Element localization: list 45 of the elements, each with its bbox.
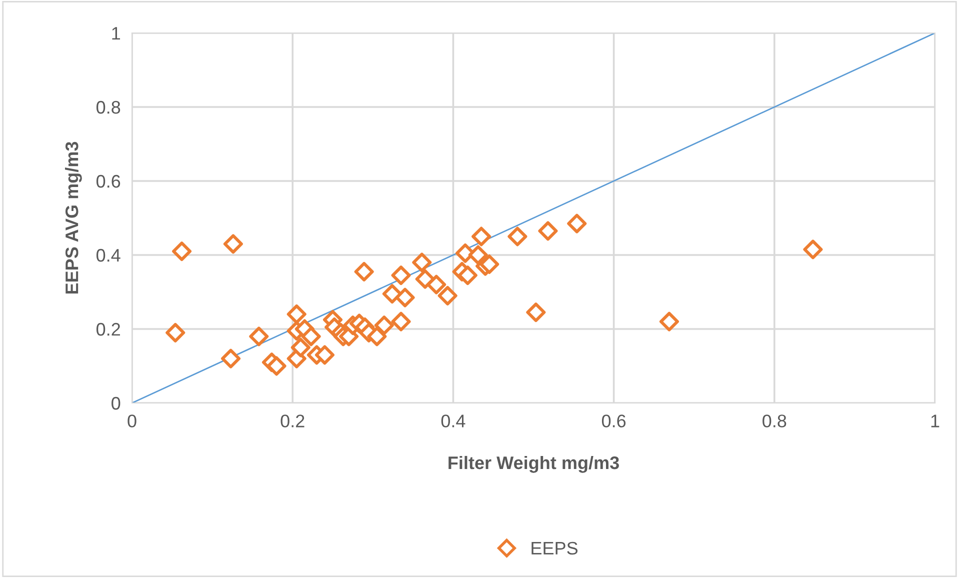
point [286, 304, 306, 324]
point [480, 254, 500, 274]
point [391, 312, 411, 332]
x-tick-label: 0.6 [602, 414, 626, 428]
y-tick-label: 1 [112, 27, 120, 40]
point [803, 240, 823, 260]
point [438, 286, 458, 306]
point [172, 242, 192, 262]
point [567, 214, 587, 234]
point [223, 234, 243, 254]
point [367, 326, 387, 346]
point [468, 245, 488, 265]
point [249, 326, 269, 346]
y-tick-label: 0 [112, 396, 120, 410]
point [301, 326, 321, 346]
y-tick-label: 0.6 [96, 174, 120, 188]
legend-label: EEPS [532, 542, 578, 555]
point [508, 226, 528, 246]
point [354, 262, 374, 282]
point [374, 316, 394, 336]
point [458, 266, 478, 286]
point [382, 284, 402, 304]
point [472, 226, 492, 246]
point [266, 356, 286, 376]
point [221, 348, 241, 368]
y-tick-label: 0.4 [96, 248, 120, 262]
y-axis-title: EEPS AVG mg/m3 [64, 142, 82, 294]
x-tick-label: 0 [128, 414, 136, 428]
x-tick-label: 0.8 [762, 414, 786, 428]
y-tick-label: 0.2 [96, 322, 120, 336]
x-tick-label: 0.2 [280, 414, 304, 428]
x-axis-title: Filter Weight mg/m3 [448, 456, 619, 473]
point [538, 221, 558, 241]
point [290, 338, 310, 358]
point [314, 345, 334, 365]
point [395, 288, 415, 308]
point [412, 252, 432, 272]
x-tick-label: 1 [931, 414, 940, 428]
point [166, 322, 186, 342]
point [391, 266, 411, 286]
point [526, 302, 546, 322]
y-tick-label: 0.8 [96, 100, 120, 114]
point [426, 274, 446, 294]
point [659, 312, 679, 332]
x-tick-label: 0.4 [441, 414, 466, 428]
